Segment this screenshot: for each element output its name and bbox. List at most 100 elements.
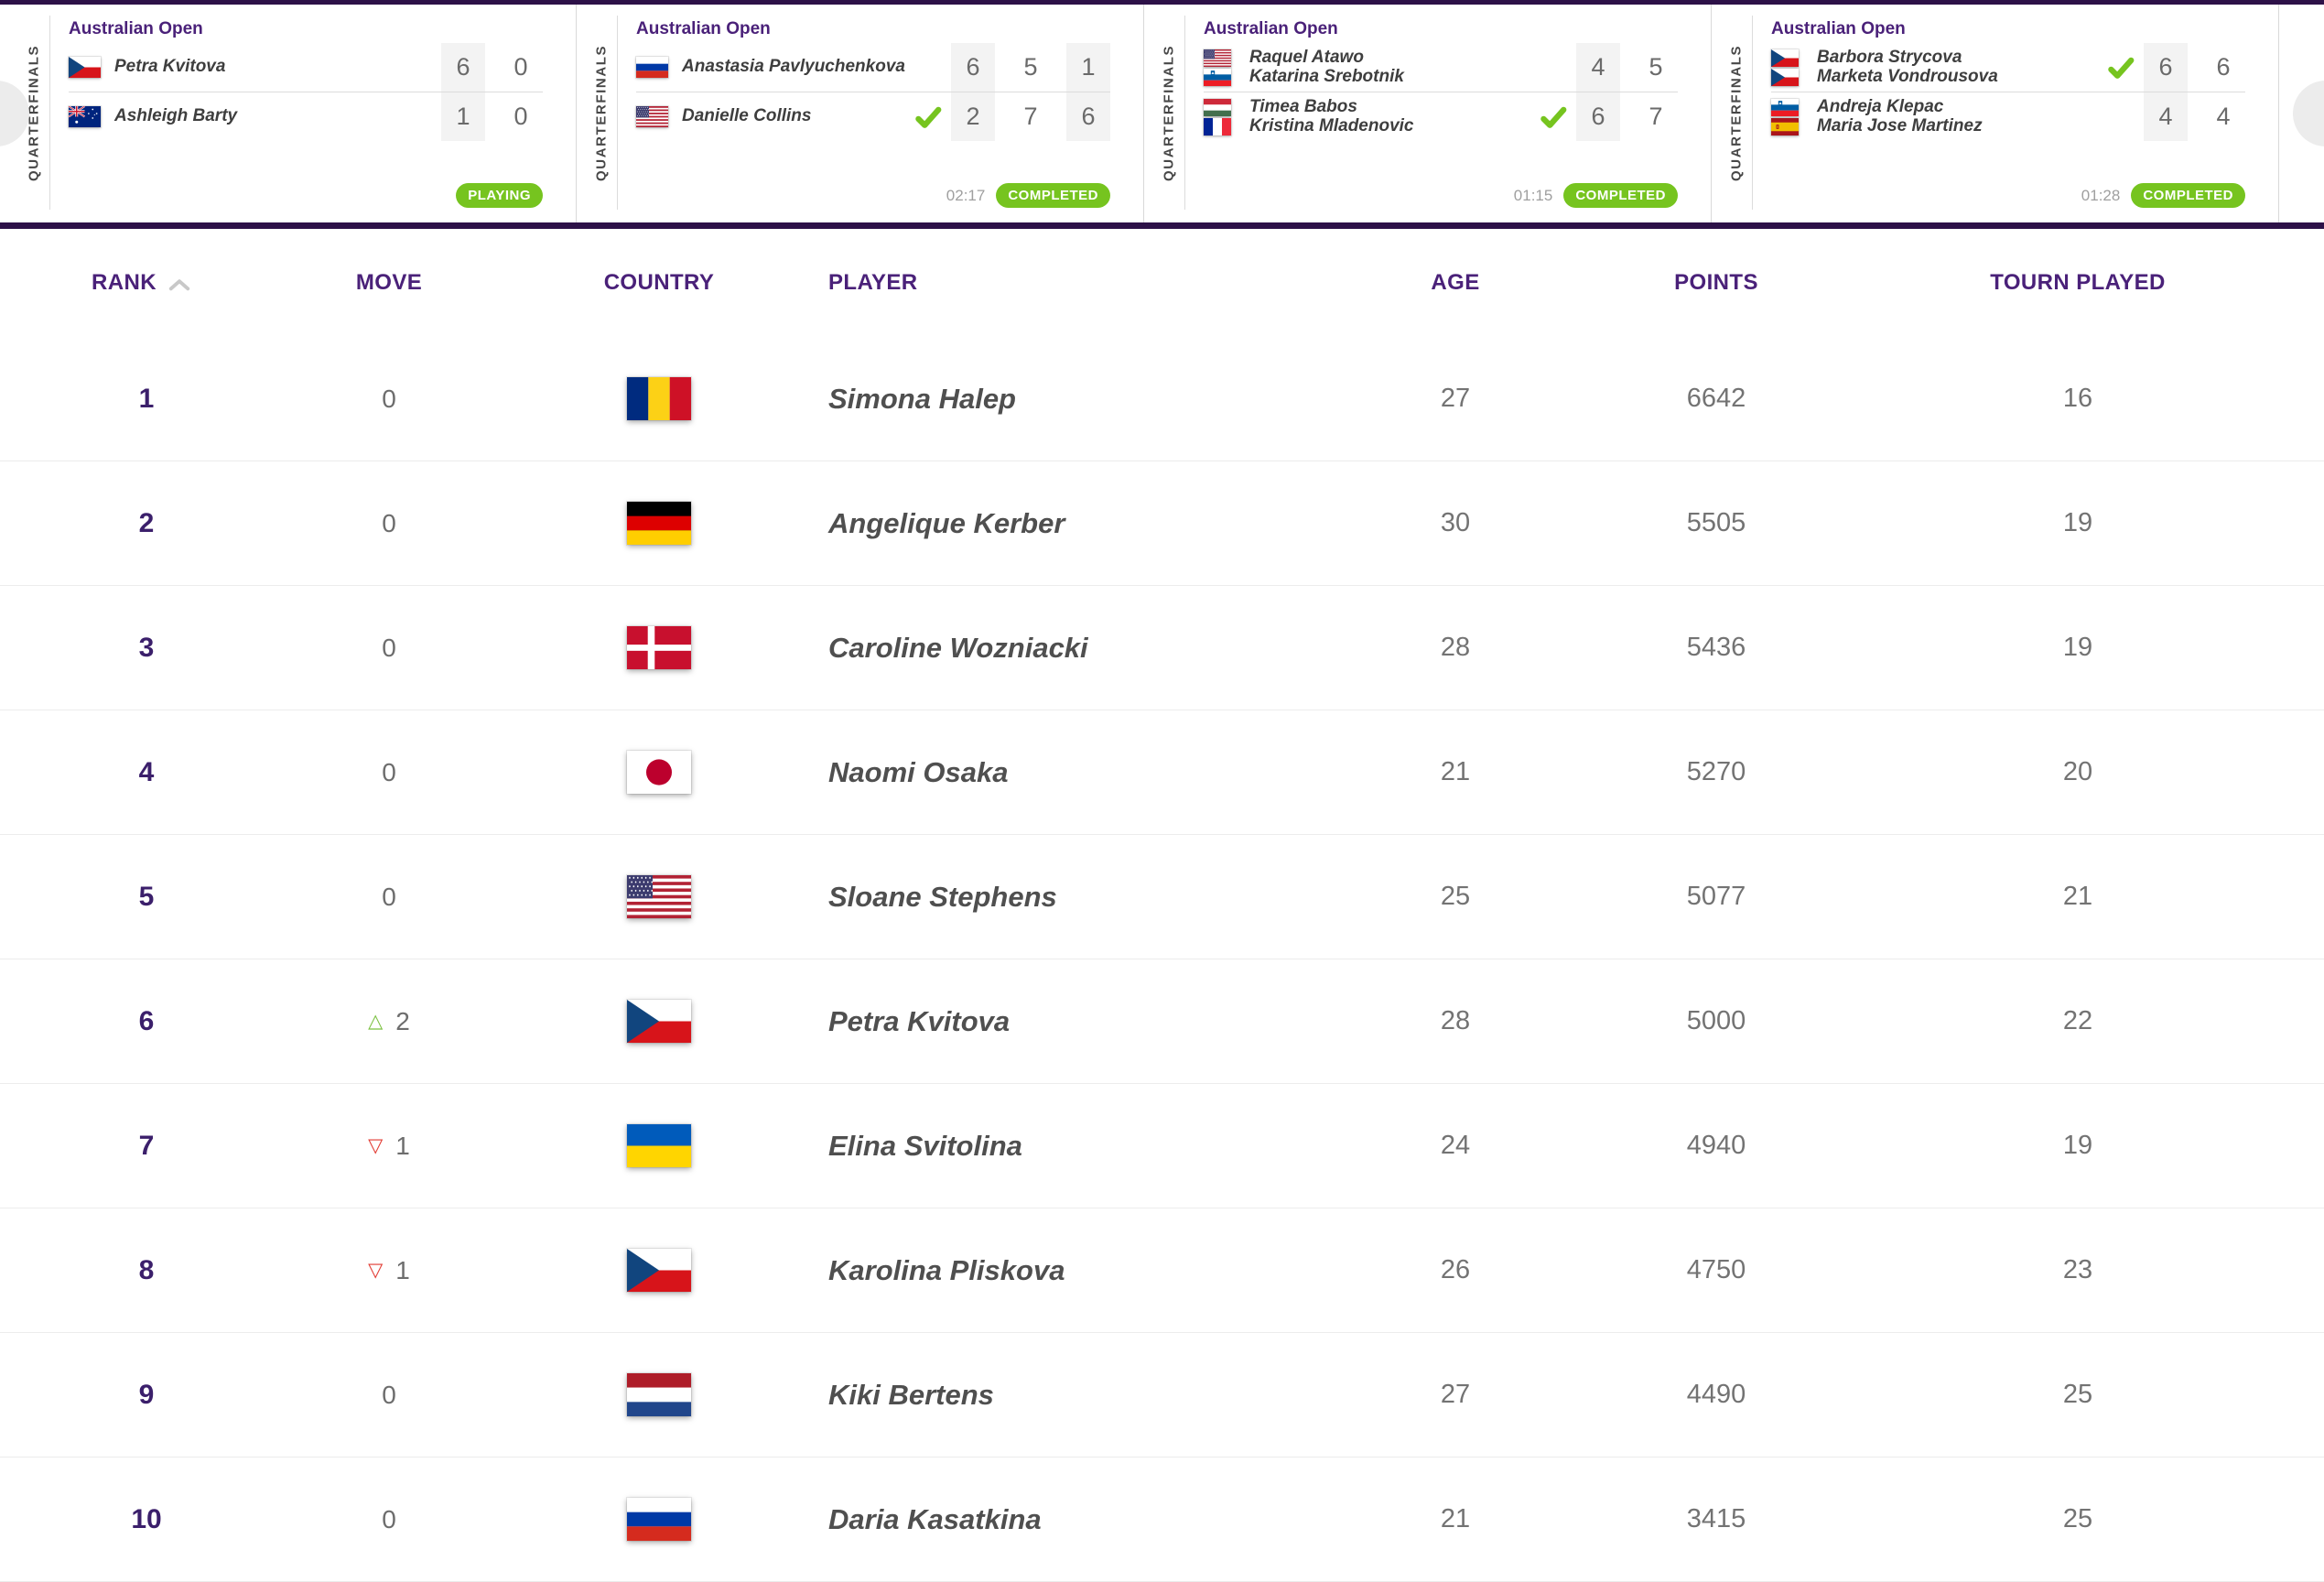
set-score: 4	[2216, 103, 2231, 130]
rank-value: 5	[138, 881, 155, 912]
flag-us-icon	[1203, 48, 1232, 68]
rank-move: ▽ 1	[334, 1256, 444, 1285]
player-name-link[interactable]: Sloane Stephens	[828, 880, 1057, 913]
points-value: 4750	[1686, 1255, 1746, 1284]
chevron-left-icon	[0, 101, 3, 126]
team-names: Timea Babos Kristina Mladenovic	[1249, 96, 1420, 136]
rank-move: 0	[334, 883, 444, 912]
column-header-move[interactable]: MOVE	[355, 270, 423, 295]
player-name-link[interactable]: Angelique Kerber	[828, 506, 1065, 539]
country-cell	[567, 501, 751, 546]
flag-cz-icon	[68, 56, 102, 79]
column-header-tourn-played[interactable]: TOURN PLAYED	[1990, 270, 2166, 295]
match-card-footer: 01:15 COMPLETED	[1204, 178, 1678, 210]
move-value: 0	[382, 508, 396, 537]
match-carousel-track: QUARTERFINALS Australian Open Petra Kvitov…	[9, 5, 2324, 222]
team-names: Anastasia Pavlyuchenkova	[682, 57, 911, 77]
ranking-row[interactable]: 7 ▽ 1 Elina Svitolina 24 4940 19	[0, 1084, 2324, 1208]
column-header-rank[interactable]: RANK	[92, 270, 201, 296]
set-score: 6	[951, 43, 995, 92]
ranking-row[interactable]: 9 0 Kiki Bertens 27 4490 25	[0, 1333, 2324, 1457]
ranking-row[interactable]: 10 0 Daria Kasatkina 21 3415 25	[0, 1457, 2324, 1582]
team-names: Andreja Klepac Maria Jose Martinez	[1817, 96, 1988, 136]
player-name: Andreja Klepac	[1817, 96, 1944, 116]
move-value: 1	[395, 1131, 410, 1160]
age-value: 21	[1440, 757, 1471, 786]
team-row: Timea Babos Kristina Mladenovic 6 7	[1203, 92, 1678, 141]
ranking-row[interactable]: 8 ▽ 1 Karolina Pliskova 26 4750 23	[0, 1208, 2324, 1333]
team-flags	[1770, 48, 1817, 87]
set-score: 4	[1576, 43, 1620, 92]
player-name-link[interactable]: Elina Svitolina	[828, 1129, 1022, 1162]
age-value: 21	[1440, 1504, 1471, 1533]
ranking-row[interactable]: 2 0 Angelique Kerber 30 5505 19	[0, 461, 2324, 586]
tourn-played-value: 23	[2062, 1255, 2093, 1284]
team-names: Danielle Collins	[682, 106, 816, 126]
match-card[interactable]: QUARTERFINALS Australian Open Barbora Stry…	[1712, 5, 2279, 222]
player-name: Raquel Atawo	[1249, 47, 1364, 67]
card-divider	[1184, 16, 1185, 210]
country-cell	[567, 376, 751, 421]
team-row: Anastasia Pavlyuchenkova 6 5 1	[635, 43, 1110, 92]
flag-nl-icon	[626, 1372, 692, 1417]
points-value: 6642	[1686, 384, 1746, 413]
points-value: 5436	[1686, 633, 1746, 662]
player-name-link[interactable]: Petra Kvitova	[828, 1004, 1011, 1037]
team-row: Danielle Collins 2 7 6	[635, 92, 1110, 141]
points-value: 4940	[1686, 1131, 1746, 1160]
rank-header-label: RANK	[92, 270, 157, 295]
country-cell	[567, 750, 751, 795]
ranking-row[interactable]: 4 0 Naomi Osaka 21 5270 20	[0, 710, 2324, 835]
player-name-link[interactable]: Caroline Wozniacki	[828, 631, 1088, 664]
ranking-row[interactable]: 5 0 Sloane Stephens 25 5077 21	[0, 835, 2324, 959]
rank-value: 2	[138, 507, 155, 538]
match-card[interactable]: QUARTERFINALS Australian Open Anastasia Pa…	[577, 5, 1144, 222]
flag-au-icon	[68, 105, 102, 128]
player-name-link[interactable]: Naomi Osaka	[828, 755, 1009, 788]
set-score: 6	[2216, 53, 2231, 81]
match-scores: Raquel Atawo Katarina Srebotnik 4 5 Timea Ba…	[1203, 43, 1678, 141]
winner-check-icon	[911, 103, 946, 131]
tourn-played-value: 19	[2062, 1131, 2093, 1160]
player-name-link[interactable]: Karolina Pliskova	[828, 1253, 1065, 1286]
ranking-row[interactable]: 3 0 Caroline Wozniacki 28 5436 19	[0, 586, 2324, 710]
flag-si-icon	[1203, 67, 1232, 87]
ranking-row[interactable]: 1 0 Simona Halep 27 6642 16	[0, 337, 2324, 461]
points-value: 4490	[1686, 1380, 1746, 1409]
player-name-link[interactable]: Kiki Bertens	[828, 1378, 994, 1411]
rankings-header-row: RANK MOVE COUNTRY PLAYER AGE POINTS TOUR…	[0, 229, 2324, 337]
match-card-footer: PLAYING	[69, 178, 543, 210]
team-flags	[68, 56, 114, 79]
team-flags	[68, 105, 114, 128]
tourn-played-value: 25	[2062, 1504, 2093, 1533]
column-header-age[interactable]: AGE	[1431, 270, 1480, 295]
player-name: Timea Babos	[1249, 96, 1357, 116]
set-score: 6	[1576, 92, 1620, 141]
team-flags	[1770, 97, 1817, 136]
column-header-points[interactable]: POINTS	[1674, 270, 1758, 295]
team-row: Barbora Strycova Marketa Vondrousova 6 6	[1770, 43, 2245, 92]
flag-de-icon	[626, 501, 692, 546]
match-duration: 01:28	[2081, 186, 2121, 204]
player-name-link[interactable]: Daria Kasatkina	[828, 1502, 1042, 1535]
match-card[interactable]: QUARTERFINALS Australian Open Raquel Atawo…	[1144, 5, 1712, 222]
ranking-row[interactable]: 6 △ 2 Petra Kvitova 28 5000 22	[0, 959, 2324, 1084]
column-header-country[interactable]: COUNTRY	[603, 270, 715, 295]
set-score: 1	[441, 92, 485, 141]
column-header-player[interactable]: PLAYER	[828, 270, 918, 295]
match-card[interactable]: QUARTERFINALS Australian Open Petra Kvitov…	[9, 5, 577, 222]
points-value: 5505	[1686, 508, 1746, 537]
flag-ro-icon	[626, 376, 692, 421]
player-name: Maria Jose Martinez	[1817, 115, 1983, 135]
player-name-link[interactable]: Simona Halep	[828, 382, 1016, 415]
match-card-footer: 02:17 COMPLETED	[636, 178, 1110, 210]
set-score: 4	[2144, 92, 2188, 141]
move-value: 0	[382, 757, 396, 786]
flag-hu-icon	[1203, 97, 1232, 117]
flag-cz-icon	[626, 999, 692, 1044]
team-row: Raquel Atawo Katarina Srebotnik 4 5	[1203, 43, 1678, 92]
